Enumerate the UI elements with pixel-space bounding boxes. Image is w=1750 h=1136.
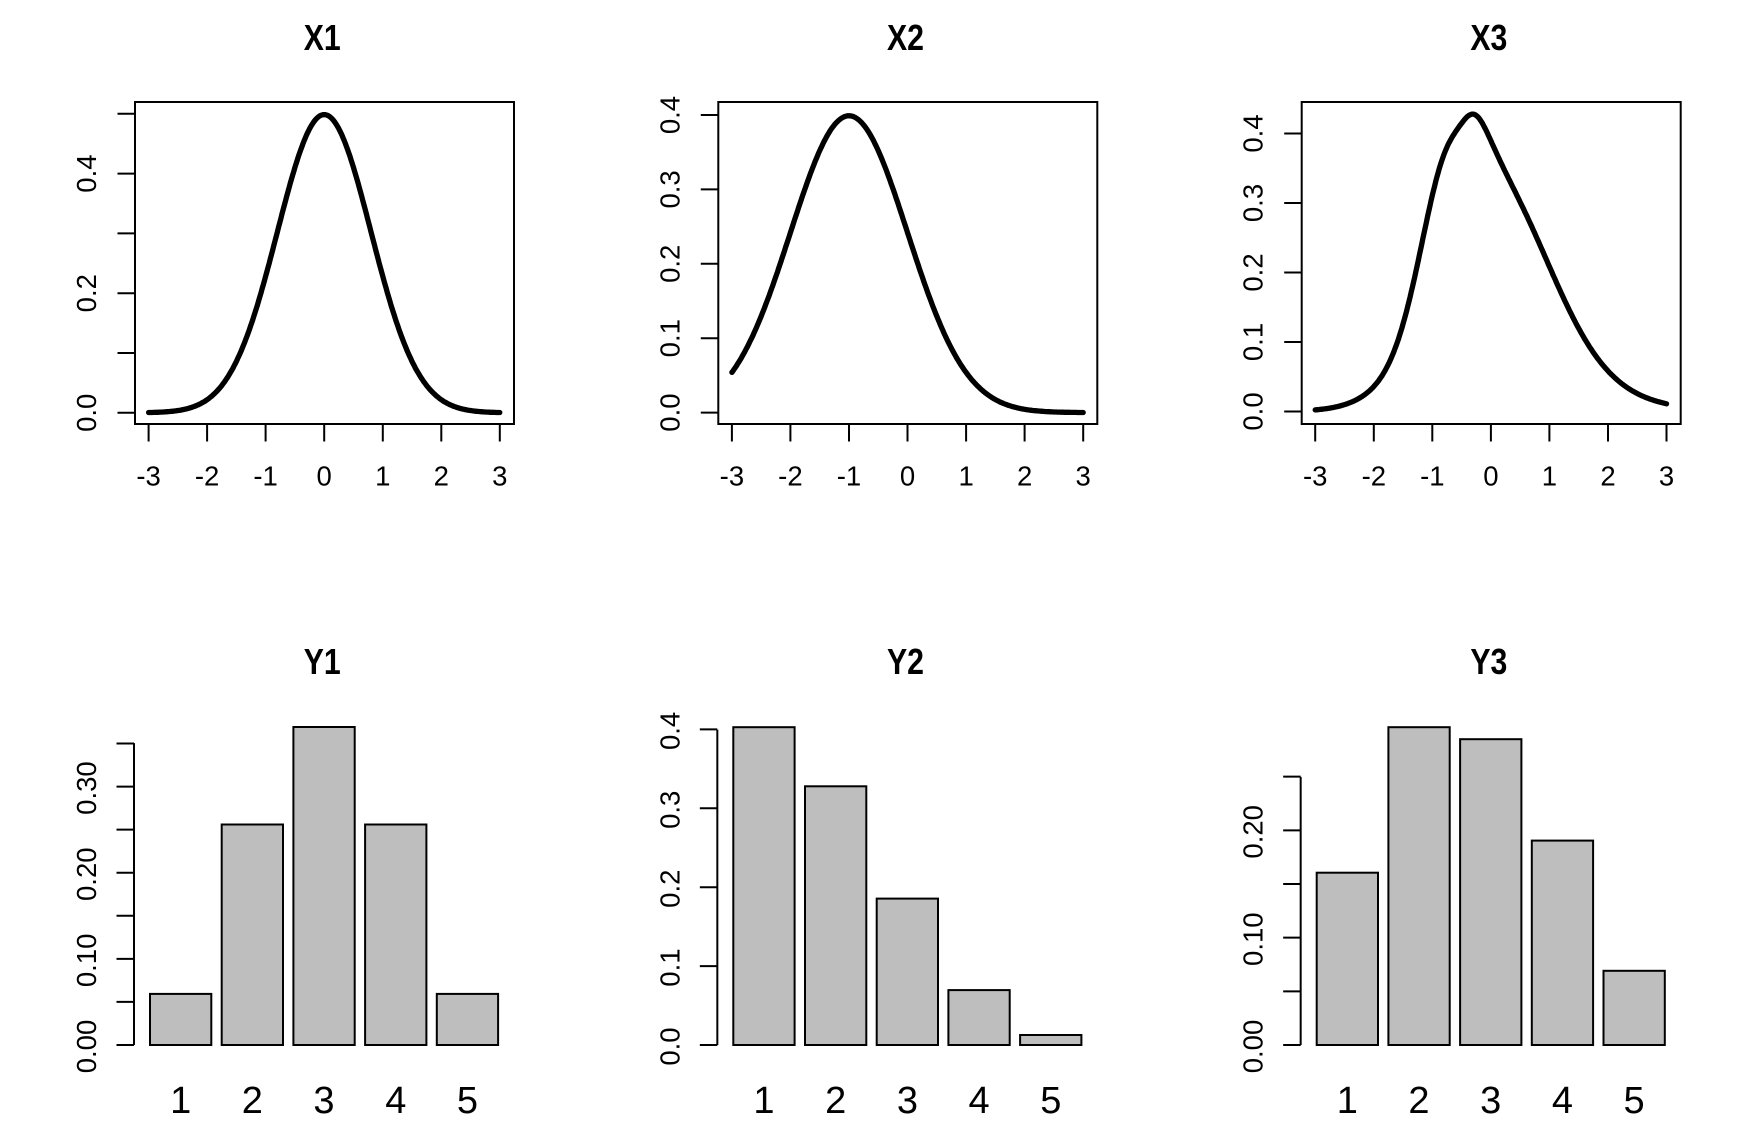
svg-text:0.10: 0.10 — [71, 934, 102, 988]
svg-text:5: 5 — [1040, 1080, 1061, 1122]
svg-text:Y2: Y2 — [887, 641, 924, 682]
svg-text:4: 4 — [969, 1080, 990, 1122]
svg-text:0.1: 0.1 — [654, 319, 685, 357]
svg-text:2: 2 — [434, 461, 449, 492]
svg-text:2: 2 — [1408, 1080, 1429, 1122]
svg-text:0.4: 0.4 — [71, 154, 102, 192]
svg-text:0.20: 0.20 — [71, 847, 102, 901]
svg-text:3: 3 — [1480, 1080, 1501, 1122]
svg-text:Y1: Y1 — [304, 641, 341, 682]
svg-text:0.10: 0.10 — [1238, 912, 1269, 966]
svg-text:0.2: 0.2 — [1238, 253, 1269, 291]
svg-text:2: 2 — [825, 1080, 846, 1122]
svg-text:5: 5 — [1624, 1080, 1645, 1122]
svg-text:0.3: 0.3 — [654, 170, 685, 208]
svg-text:X3: X3 — [1470, 17, 1507, 58]
svg-text:0.1: 0.1 — [654, 948, 685, 986]
svg-text:0.4: 0.4 — [1238, 114, 1269, 152]
svg-text:-1: -1 — [1420, 461, 1444, 492]
svg-text:-1: -1 — [253, 461, 277, 492]
svg-text:4: 4 — [385, 1080, 406, 1122]
svg-text:0.0: 0.0 — [654, 393, 685, 431]
svg-text:3: 3 — [313, 1080, 334, 1122]
svg-text:0.2: 0.2 — [654, 870, 685, 908]
svg-text:-1: -1 — [837, 461, 861, 492]
svg-text:2: 2 — [1600, 461, 1615, 492]
svg-text:3: 3 — [1659, 461, 1674, 492]
svg-text:0.3: 0.3 — [1238, 184, 1269, 222]
svg-text:-2: -2 — [195, 461, 219, 492]
svg-text:0.20: 0.20 — [1238, 805, 1269, 859]
svg-text:1: 1 — [753, 1080, 774, 1122]
svg-text:1: 1 — [1337, 1080, 1358, 1122]
svg-text:0: 0 — [1483, 461, 1498, 492]
svg-text:3: 3 — [897, 1080, 918, 1122]
svg-text:1: 1 — [958, 461, 973, 492]
svg-text:0.2: 0.2 — [71, 274, 102, 312]
svg-text:0.2: 0.2 — [654, 245, 685, 283]
svg-text:1: 1 — [375, 461, 390, 492]
svg-text:0.0: 0.0 — [1238, 392, 1269, 430]
svg-text:1: 1 — [1542, 461, 1557, 492]
svg-text:X1: X1 — [304, 17, 341, 58]
svg-text:0.00: 0.00 — [1238, 1020, 1269, 1074]
svg-text:2: 2 — [242, 1080, 263, 1122]
svg-text:Y3: Y3 — [1470, 641, 1507, 682]
svg-text:0.30: 0.30 — [71, 761, 102, 815]
svg-text:-2: -2 — [778, 461, 802, 492]
svg-text:0: 0 — [317, 461, 332, 492]
svg-text:-3: -3 — [720, 461, 744, 492]
svg-text:0.4: 0.4 — [654, 96, 685, 134]
svg-text:0.1: 0.1 — [1238, 323, 1269, 361]
svg-text:0.00: 0.00 — [71, 1020, 102, 1074]
svg-text:1: 1 — [170, 1080, 191, 1122]
svg-text:0.0: 0.0 — [71, 394, 102, 432]
svg-text:2: 2 — [1017, 461, 1032, 492]
svg-text:3: 3 — [492, 461, 507, 492]
svg-text:-3: -3 — [136, 461, 160, 492]
svg-text:5: 5 — [457, 1080, 478, 1122]
svg-text:3: 3 — [1076, 461, 1091, 492]
svg-text:0.0: 0.0 — [654, 1027, 685, 1065]
svg-text:-2: -2 — [1362, 461, 1386, 492]
svg-text:0.4: 0.4 — [654, 712, 685, 750]
svg-text:-3: -3 — [1303, 461, 1327, 492]
svg-text:4: 4 — [1552, 1080, 1573, 1122]
svg-text:X2: X2 — [887, 17, 924, 58]
svg-text:0: 0 — [900, 461, 915, 492]
svg-text:0.3: 0.3 — [654, 791, 685, 829]
